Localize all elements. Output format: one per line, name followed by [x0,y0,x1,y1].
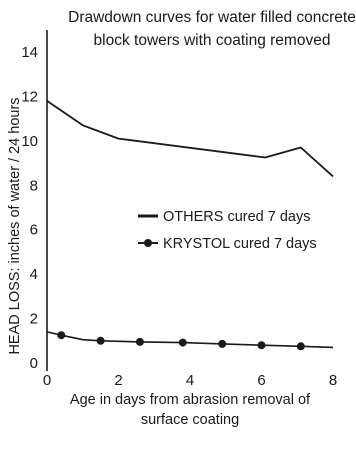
chart-title-line-2: block towers with coating removed [94,32,331,49]
series-line-krystol [46,331,334,349]
y-tick-labels: 0 2 4 6 8 10 12 14 [21,44,38,372]
x-tick-label: 2 [114,372,122,389]
x-tick-label: 8 [329,372,337,389]
data-point-krystol [296,342,305,351]
x-tick-label: 4 [186,372,194,389]
legend-marker-krystol [144,239,152,247]
data-point-krystol [96,336,105,345]
series-layer [46,100,334,351]
data-point-krystol [257,341,266,350]
legend-label-others: OTHERS cured 7 days [163,209,310,225]
legend-item-others: OTHERS cured 7 days [138,209,310,225]
data-point-krystol [218,339,227,348]
legend-label-krystol: KRYSTOL cured 7 days [163,236,317,252]
y-tick-label: 6 [30,222,38,239]
x-axis-label-line-1: Age in days from abrasion removal of [70,392,311,408]
y-tick-label: 12 [21,88,38,105]
x-tick-label: 0 [43,372,51,389]
y-tick-label: 8 [30,177,38,194]
data-point-krystol [57,331,66,340]
series-line-others [46,100,334,178]
y-tick-label: 14 [21,44,38,61]
x-tick-labels: 0 2 4 6 8 [43,372,337,389]
y-tick-label: 10 [21,133,38,150]
x-tick-label: 6 [257,372,265,389]
data-point-krystol [178,338,187,347]
y-tick-label: 4 [30,266,38,283]
legend: OTHERS cured 7 days KRYSTOL cured 7 days [138,209,317,252]
x-axis-label-line-2: surface coating [141,412,239,428]
legend-item-krystol: KRYSTOL cured 7 days [138,236,317,252]
y-tick-label: 2 [30,311,38,328]
chart-title-line-1: Drawdown curves for water filled concret… [68,9,356,26]
y-axis-label: HEAD LOSS: inches of water / 24 hours [7,97,23,354]
y-tick-label: 0 [30,355,38,372]
data-point-krystol [135,337,144,346]
